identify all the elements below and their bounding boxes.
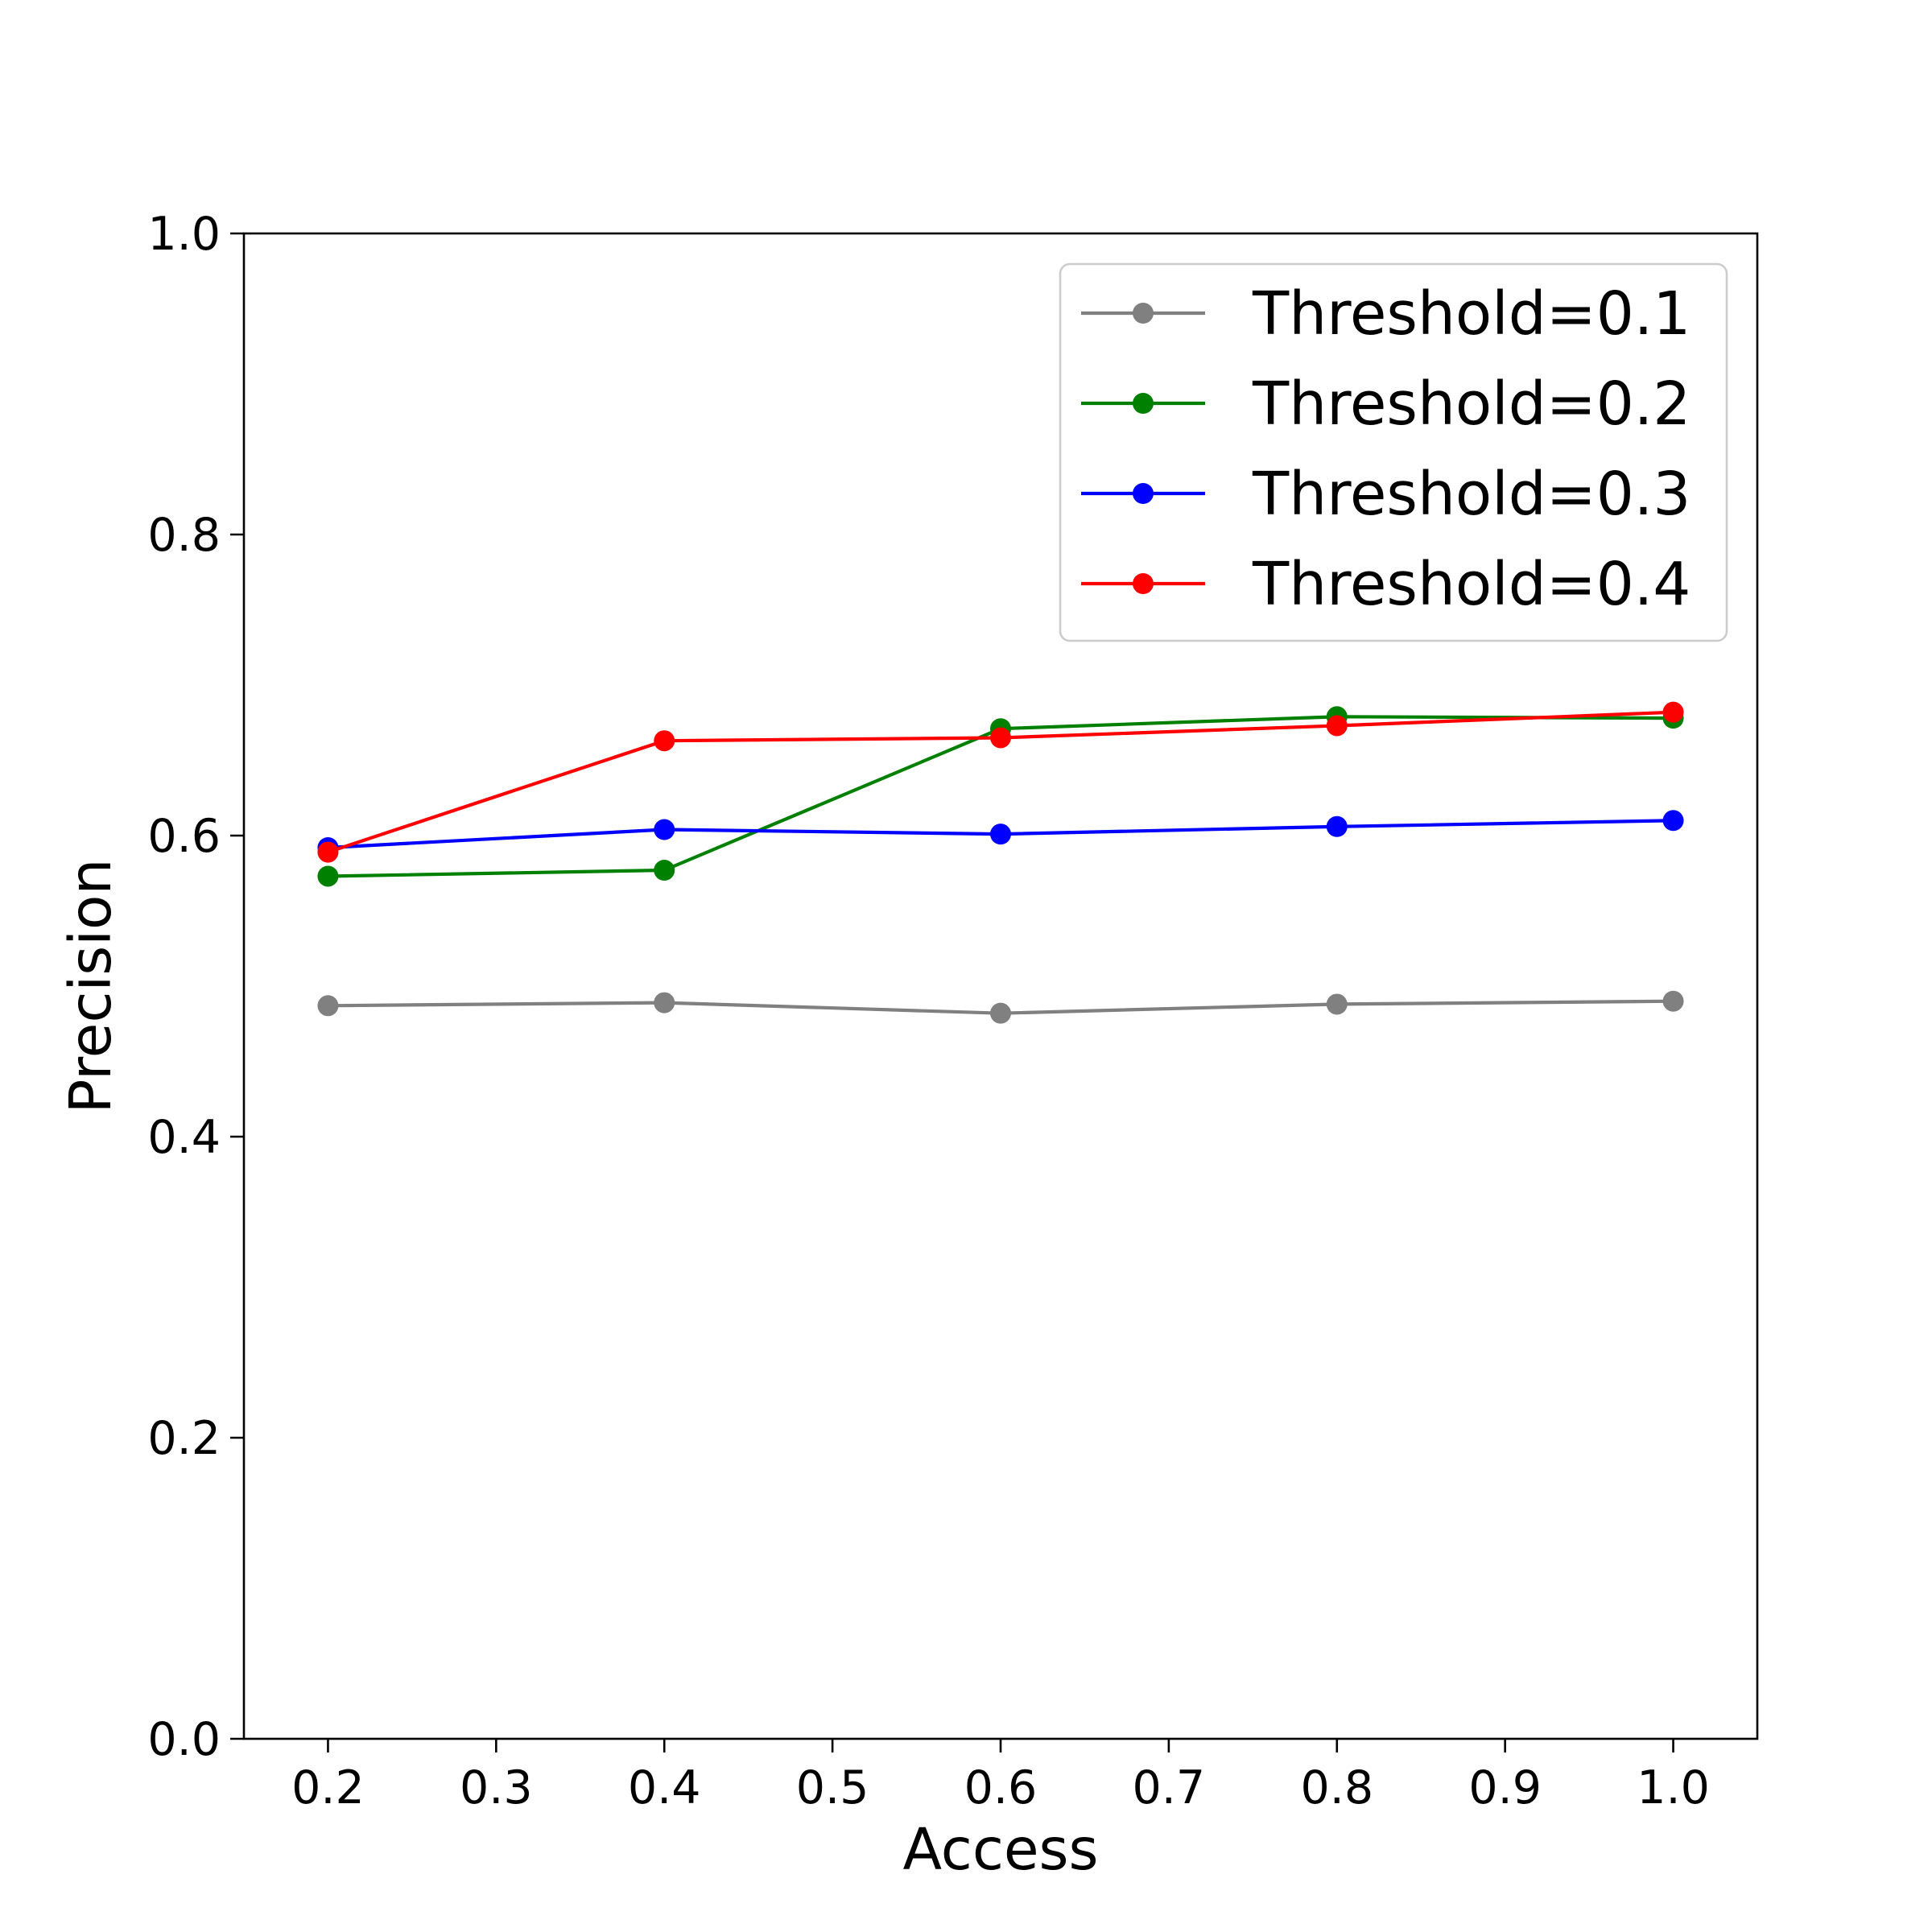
- legend-item-1: Threshold=0.1: [1081, 279, 1690, 349]
- x-tick-label: 0.7: [1133, 1761, 1206, 1814]
- x-axis-label: Access: [902, 1816, 1098, 1883]
- data-point: [654, 730, 675, 752]
- y-tick-label: 1.0: [147, 208, 221, 261]
- data-point: [990, 824, 1011, 845]
- axes: 0.2 0.3 0.4 0.5 0.6 0.7 0.8 0.9 1.0 0.0 0.2 0.4 0.6 0…: [147, 208, 1759, 1814]
- x-tick-label: 0.5: [796, 1761, 869, 1814]
- legend-item-2: Threshold=0.2: [1081, 369, 1690, 439]
- legend-label: Threshold=0.1: [1252, 279, 1690, 349]
- legend: Threshold=0.1 Threshold=0.2 Threshold=0.3 T…: [1059, 262, 1728, 642]
- legend-item-3: Threshold=0.3: [1081, 460, 1690, 529]
- data-point: [654, 860, 675, 881]
- legend-label: Threshold=0.2: [1252, 369, 1690, 439]
- legend-item-4: Threshold=0.4: [1081, 550, 1690, 619]
- data-point: [1326, 715, 1348, 737]
- legend-marker: [1133, 303, 1154, 324]
- data-point: [1326, 815, 1348, 837]
- plot-area: [317, 701, 1684, 1024]
- data-point: [1662, 990, 1684, 1012]
- x-tick-label: 0.8: [1300, 1761, 1373, 1814]
- y-tick-label: 0.4: [147, 1111, 221, 1164]
- series-4: [317, 701, 1684, 863]
- y-tick-label: 0.6: [147, 810, 221, 863]
- data-point: [990, 727, 1011, 749]
- data-point: [317, 865, 339, 887]
- legend-marker: [1133, 393, 1154, 414]
- data-point: [1326, 993, 1348, 1015]
- x-tick-label: 1.0: [1637, 1761, 1710, 1814]
- data-point: [317, 841, 339, 863]
- y-axis-label: Precision: [57, 859, 124, 1114]
- legend-marker: [1133, 483, 1154, 504]
- x-tick-label: 0.3: [460, 1761, 533, 1814]
- y-tick-label: 0.8: [147, 509, 221, 562]
- data-point: [1662, 701, 1684, 723]
- x-tick-label: 0.4: [628, 1761, 701, 1814]
- x-tick-label: 0.9: [1468, 1761, 1542, 1814]
- legend-marker: [1133, 573, 1154, 594]
- x-tick-label: 0.6: [964, 1761, 1038, 1814]
- y-tick-label: 0.2: [147, 1412, 221, 1465]
- data-point: [1662, 810, 1684, 832]
- data-point: [317, 995, 339, 1017]
- y-tick-label: 0.0: [147, 1713, 221, 1766]
- data-point: [654, 819, 675, 840]
- series-1: [317, 990, 1684, 1024]
- legend-box: [1059, 262, 1728, 642]
- series-3: [317, 810, 1684, 858]
- legend-label: Threshold=0.3: [1252, 460, 1690, 529]
- x-tick-label: 0.2: [291, 1761, 365, 1814]
- legend-label: Threshold=0.4: [1252, 550, 1690, 619]
- data-point: [654, 992, 675, 1013]
- data-point: [990, 1002, 1011, 1024]
